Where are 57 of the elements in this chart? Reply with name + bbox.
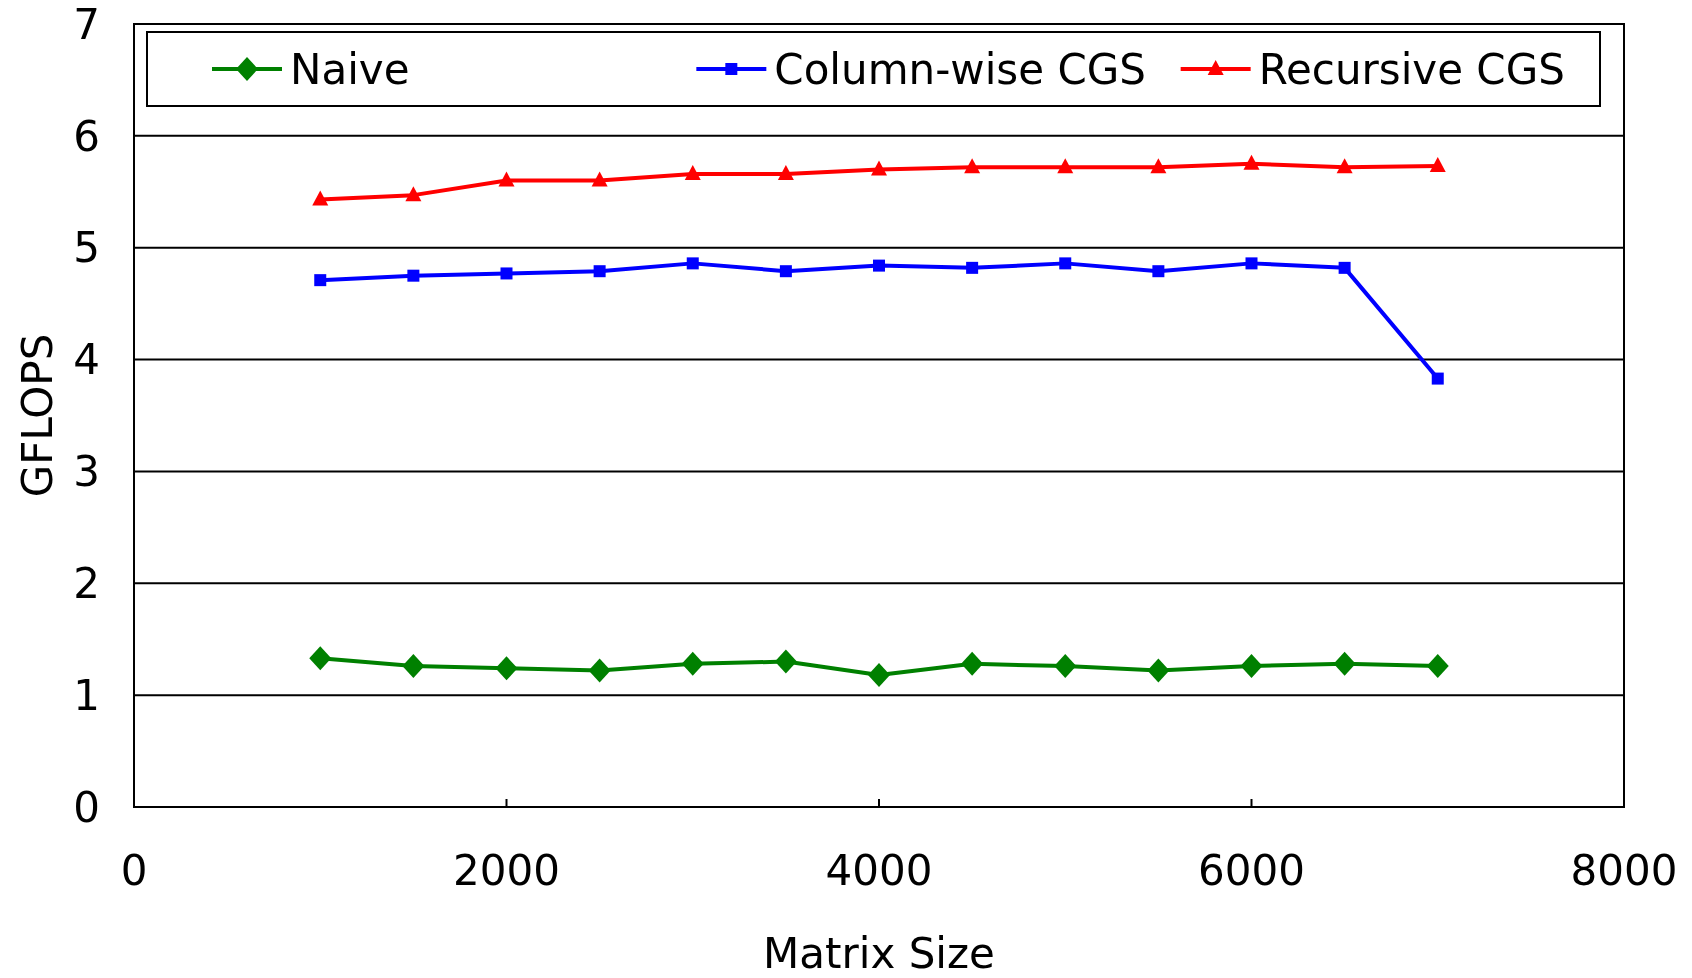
y-tick-label: 2: [73, 558, 100, 608]
y-tick-label: 6: [73, 111, 100, 161]
point: [1152, 265, 1165, 278]
point: [593, 265, 606, 278]
point: [684, 164, 701, 180]
point: [1338, 261, 1351, 274]
point: [1059, 257, 1072, 270]
legend-label: Recursive CGS: [1258, 44, 1565, 94]
point: [964, 158, 981, 174]
point: [500, 267, 513, 280]
y-tick-label: 0: [73, 782, 100, 832]
point: [309, 646, 332, 671]
point: [495, 656, 518, 681]
point: [1426, 654, 1449, 679]
legend-label: Column-wise CGS: [774, 44, 1146, 94]
point: [1057, 158, 1074, 174]
point: [1243, 154, 1260, 170]
x-tick-label: 6000: [1198, 846, 1305, 895]
legend-label: Naive: [290, 44, 410, 94]
point: [1429, 157, 1446, 173]
x-tick-label: 4000: [825, 846, 933, 895]
y-tick-label: 3: [73, 447, 100, 497]
point: [402, 654, 425, 679]
point: [961, 651, 984, 676]
point: [407, 269, 420, 282]
y-tick-label: 5: [73, 223, 100, 273]
point: [1333, 651, 1356, 676]
point: [686, 257, 699, 270]
y-axis-title: GFLOPS: [13, 333, 62, 498]
y-tick-label: 7: [73, 0, 100, 49]
y-tick-label: 4: [73, 335, 100, 385]
x-axis-title: Matrix Size: [763, 929, 995, 978]
point: [871, 160, 887, 176]
point: [966, 261, 979, 274]
point: [1147, 658, 1170, 683]
point: [777, 164, 794, 180]
point: [312, 190, 329, 206]
point: [1336, 158, 1353, 174]
x-tick-label: 0: [120, 846, 148, 895]
point: [498, 171, 515, 187]
point: [1054, 654, 1077, 679]
y-tick-label: 1: [73, 670, 100, 720]
point: [1431, 372, 1444, 385]
point: [591, 171, 608, 187]
point: [1245, 257, 1258, 270]
point: [588, 658, 611, 683]
point: [681, 651, 704, 676]
point: [1240, 654, 1263, 679]
x-tick-label: 2000: [453, 846, 560, 895]
x-tick-label: 8000: [1570, 846, 1678, 895]
point: [1150, 158, 1167, 174]
point: [779, 265, 792, 278]
point: [774, 649, 797, 674]
point: [873, 259, 885, 272]
point: [405, 186, 422, 202]
point: [868, 663, 890, 688]
point: [314, 274, 327, 287]
